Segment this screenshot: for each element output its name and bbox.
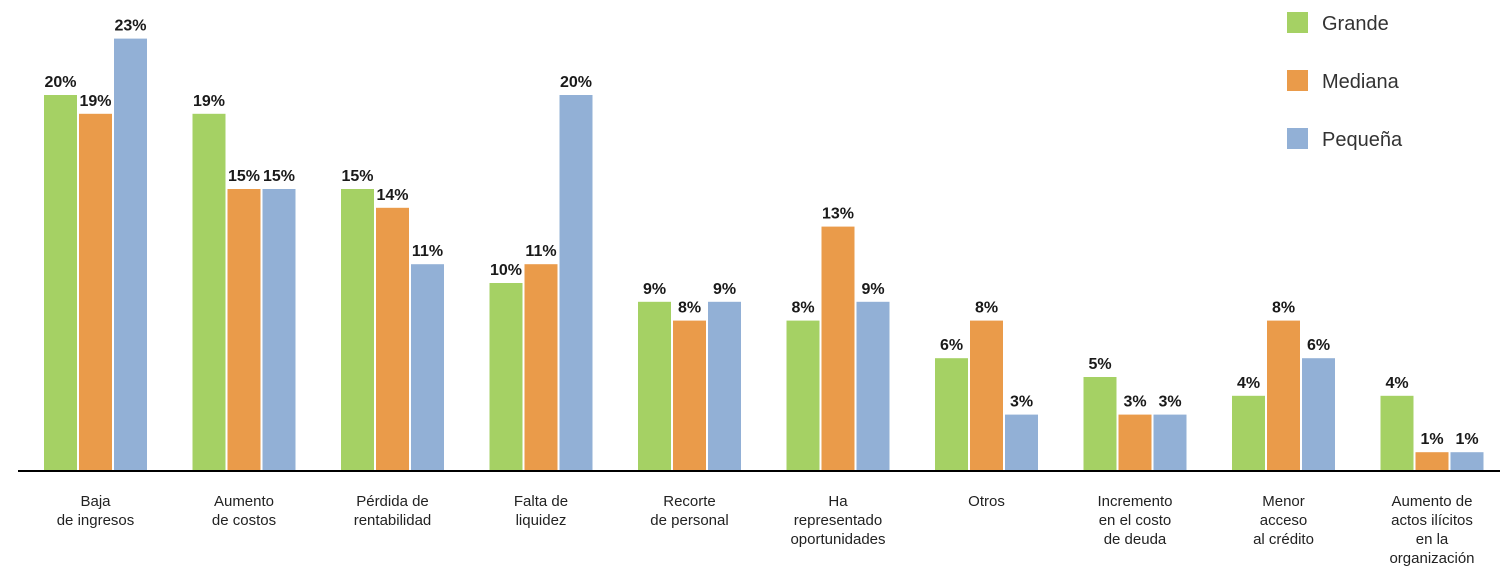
bar-mediana-9 xyxy=(1415,452,1449,471)
value-label-pequea-0: 23% xyxy=(114,18,146,35)
bar-mediana-3 xyxy=(524,264,558,471)
value-label-grande-4: 9% xyxy=(643,281,666,298)
value-label-pequea-4: 9% xyxy=(713,281,736,298)
bar-pequea-4 xyxy=(708,301,741,471)
value-label-grande-9: 4% xyxy=(1385,375,1408,392)
value-label-pequea-6: 3% xyxy=(1010,394,1033,411)
legend-swatch-grande xyxy=(1287,12,1308,33)
value-label-grande-5: 8% xyxy=(791,300,814,317)
value-label-grande-0: 20% xyxy=(44,74,76,91)
bar-pequea-7 xyxy=(1153,414,1187,471)
bar-pequea-6 xyxy=(1005,414,1038,471)
bar-grande-1 xyxy=(192,113,226,472)
category-labels-group: Baja de ingresos Aumento de costos Pérdida d… xyxy=(57,493,1475,567)
bar-grande-2 xyxy=(341,189,374,471)
value-label-pequea-5: 9% xyxy=(861,281,884,298)
bar-pequea-3 xyxy=(559,95,593,471)
value-label-pequea-9: 1% xyxy=(1455,431,1478,448)
category-label-6: Otros xyxy=(968,493,1005,510)
category-label-1: Aumento de costos xyxy=(212,493,276,529)
value-label-mediana-9: 1% xyxy=(1420,431,1443,448)
legend-label-mediana: Mediana xyxy=(1322,71,1400,93)
value-label-mediana-5: 13% xyxy=(822,206,854,223)
legend: Grande Mediana Pequeña xyxy=(1287,12,1403,151)
value-label-grande-2: 15% xyxy=(341,168,373,185)
category-label-5: Ha representado oportunidades xyxy=(790,493,885,548)
value-label-pequea-7: 3% xyxy=(1158,394,1181,411)
value-label-pequea-1: 15% xyxy=(263,168,295,185)
bar-grande-3 xyxy=(489,283,523,471)
value-label-grande-7: 5% xyxy=(1088,356,1111,373)
value-label-mediana-6: 8% xyxy=(975,300,998,317)
bar-grande-0 xyxy=(44,95,77,471)
bar-pequea-5 xyxy=(856,301,890,471)
category-label-0: Baja de ingresos xyxy=(57,493,135,529)
value-label-grande-6: 6% xyxy=(940,337,963,354)
bar-pequea-8 xyxy=(1302,358,1335,471)
legend-swatch-pequea xyxy=(1287,128,1308,149)
bar-grande-5 xyxy=(786,320,820,471)
value-label-grande-8: 4% xyxy=(1237,375,1260,392)
bar-mediana-6 xyxy=(970,320,1003,471)
value-label-mediana-1: 15% xyxy=(228,168,260,185)
value-label-pequea-2: 11% xyxy=(412,243,443,260)
bar-grande-9 xyxy=(1380,395,1414,471)
bar-mediana-8 xyxy=(1267,320,1300,471)
value-label-grande-1: 19% xyxy=(193,93,225,110)
category-label-4: Recorte de personal xyxy=(650,493,728,529)
bars-group xyxy=(44,38,1484,472)
bar-mediana-7 xyxy=(1118,414,1152,471)
legend-swatch-mediana xyxy=(1287,70,1308,91)
value-label-mediana-8: 8% xyxy=(1272,300,1295,317)
bar-mediana-4 xyxy=(673,320,706,471)
bar-grande-8 xyxy=(1232,395,1265,471)
category-label-9: Aumento de actos ilícitos en la organizació… xyxy=(1389,493,1474,567)
bar-pequea-0 xyxy=(114,38,147,471)
category-label-8: Menor acceso al crédito xyxy=(1253,493,1314,548)
bar-mediana-5 xyxy=(821,226,855,471)
bar-grande-6 xyxy=(935,358,968,471)
value-label-mediana-7: 3% xyxy=(1123,394,1146,411)
bar-grande-4 xyxy=(638,301,671,471)
value-label-mediana-2: 14% xyxy=(376,187,408,204)
bar-mediana-2 xyxy=(376,207,409,472)
bar-mediana-1 xyxy=(227,189,261,471)
value-label-mediana-0: 19% xyxy=(79,93,111,110)
value-label-grande-3: 10% xyxy=(490,262,522,279)
value-label-pequea-3: 20% xyxy=(560,74,592,91)
bar-grande-7 xyxy=(1083,377,1117,471)
value-label-mediana-3: 11% xyxy=(525,243,556,260)
bar-pequea-1 xyxy=(262,189,296,471)
value-labels-group: 20%19%23%19%15% 15% 15%14%11%10%11%20%9%8%… xyxy=(44,18,1478,449)
value-label-mediana-4: 8% xyxy=(678,300,701,317)
category-label-3: Falta de liquidez xyxy=(514,493,568,529)
bar-pequea-9 xyxy=(1450,452,1484,471)
legend-label-pequea: Pequeña xyxy=(1322,129,1403,151)
legend-label-grande: Grande xyxy=(1322,13,1389,35)
bar-mediana-0 xyxy=(79,113,112,472)
category-label-7: Incremento en el costo de deuda xyxy=(1097,493,1172,548)
category-label-2: Pérdida de rentabilidad xyxy=(354,493,432,529)
value-label-pequea-8: 6% xyxy=(1307,337,1330,354)
bar-pequea-2 xyxy=(411,264,444,471)
